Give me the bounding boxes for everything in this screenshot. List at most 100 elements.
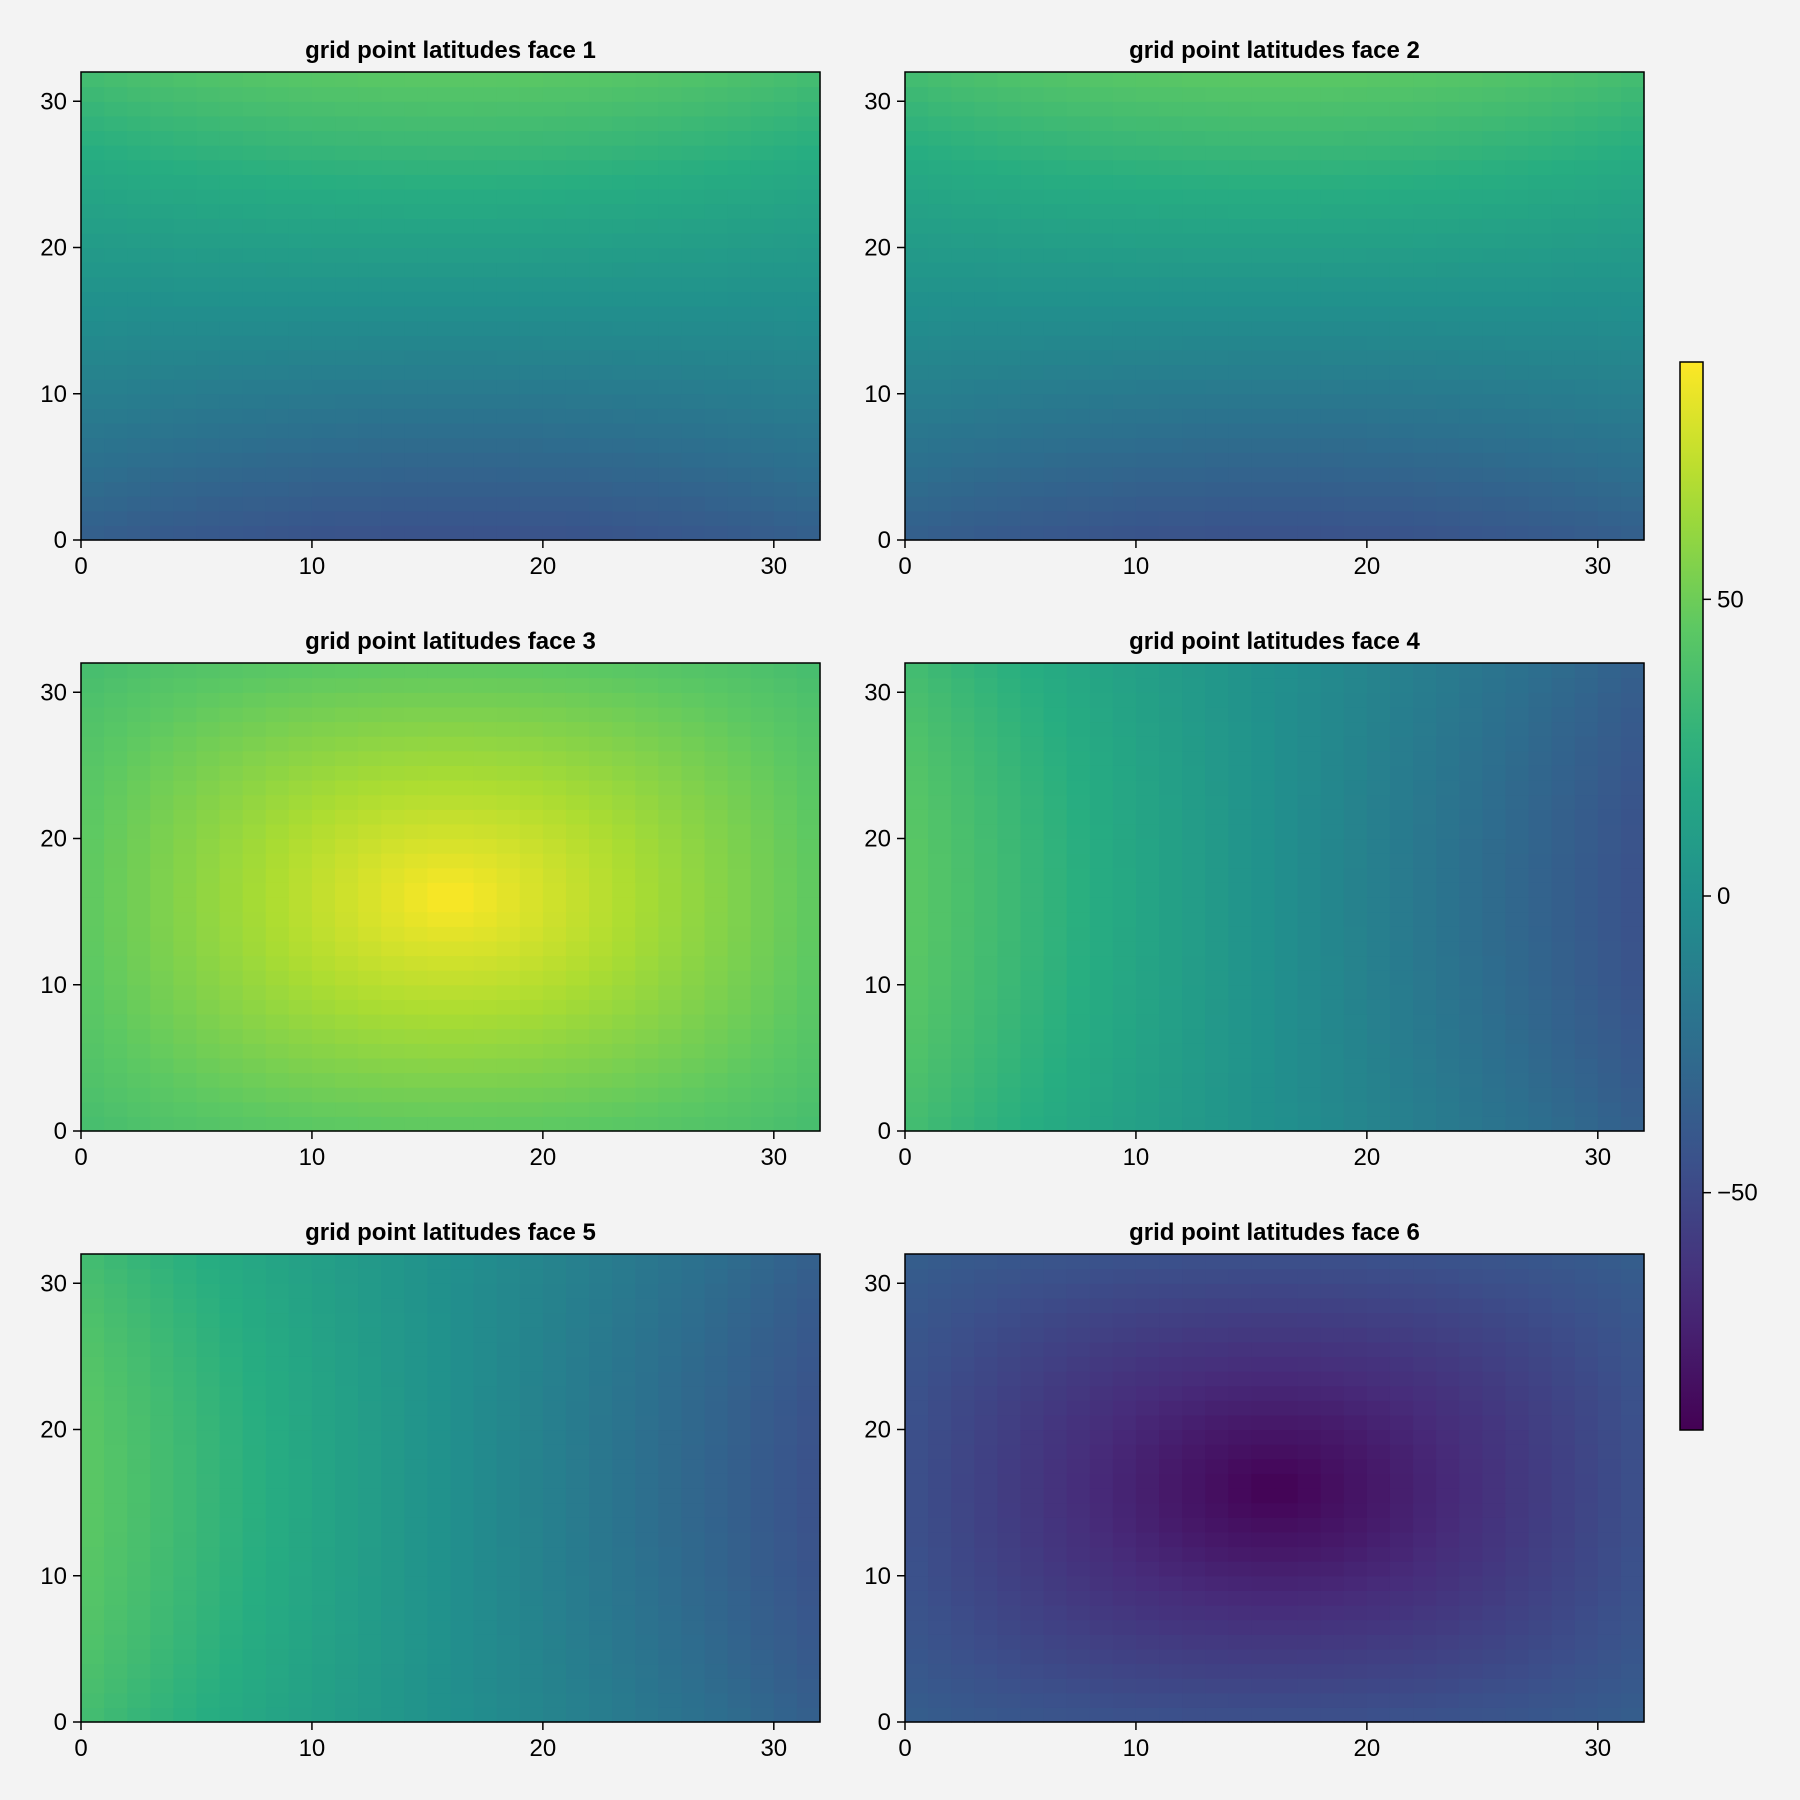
heatmap-cell — [219, 1517, 244, 1533]
axes-frame — [904, 662, 1645, 1132]
heatmap-cell — [974, 882, 998, 898]
heatmap-cell — [589, 349, 613, 366]
heatmap-cell — [1135, 276, 1160, 292]
heatmap-cell — [288, 1087, 313, 1103]
heatmap-cell — [265, 1429, 290, 1445]
heatmap-cell — [1251, 291, 1276, 307]
heatmap-cell — [173, 203, 198, 219]
heatmap-cell — [974, 750, 998, 766]
heatmap-cell — [1020, 721, 1045, 737]
heatmap-cell — [727, 262, 752, 278]
heatmap-cell — [427, 437, 452, 453]
heatmap-cell — [427, 1648, 452, 1665]
heatmap-cell — [81, 1101, 105, 1117]
heatmap-cell — [1043, 130, 1068, 146]
heatmap-cell — [127, 1087, 151, 1103]
heatmap-cell — [635, 882, 659, 898]
heatmap-cell — [1528, 437, 1553, 453]
heatmap-cell — [196, 510, 221, 526]
heatmap-cell — [542, 1473, 567, 1489]
heatmap-cell — [681, 1502, 706, 1518]
heatmap-cell — [1159, 750, 1183, 766]
heatmap-cell — [1482, 1028, 1507, 1044]
heatmap-cell — [519, 1414, 544, 1431]
heatmap-cell — [1528, 809, 1553, 825]
heatmap-cell — [1135, 1043, 1160, 1059]
heatmap-cell — [1459, 306, 1483, 322]
heatmap-cell — [750, 101, 775, 117]
heatmap-cell — [427, 750, 452, 766]
heatmap-cell — [404, 911, 428, 927]
heatmap-cell — [635, 203, 659, 219]
heatmap-cell — [750, 1692, 775, 1708]
heatmap-cell — [358, 525, 382, 541]
heatmap-cell — [219, 203, 244, 219]
heatmap-cell — [173, 496, 198, 512]
heatmap-cell — [335, 335, 359, 351]
heatmap-cell — [1505, 794, 1530, 810]
heatmap-cell — [1505, 1057, 1530, 1074]
heatmap-cell — [473, 692, 498, 708]
heatmap-cell — [1436, 882, 1460, 898]
heatmap-cell — [681, 911, 706, 927]
heatmap-cell — [1043, 692, 1068, 708]
heatmap-cell — [1066, 481, 1091, 497]
heatmap-cell — [773, 1458, 798, 1474]
heatmap-cell — [450, 1371, 475, 1387]
heatmap-cell — [381, 780, 405, 796]
heatmap-cell — [1159, 364, 1183, 380]
heatmap-cell — [1620, 86, 1645, 102]
heatmap-cell — [150, 393, 174, 409]
heatmap-cell — [928, 794, 952, 810]
heatmap-cell — [1551, 101, 1576, 117]
heatmap-cell — [681, 1692, 706, 1708]
heatmap-cell — [1436, 1043, 1460, 1059]
heatmap-cell — [219, 1605, 244, 1621]
heatmap-cell — [974, 706, 998, 723]
heatmap-cell — [265, 1692, 290, 1708]
heatmap-cell — [404, 218, 428, 234]
heatmap-cell — [473, 940, 498, 957]
heatmap-cell — [1436, 926, 1460, 942]
heatmap-cell — [565, 496, 590, 512]
heatmap-cell — [727, 897, 752, 913]
heatmap-cell — [150, 1101, 174, 1117]
heatmap-cell — [1320, 115, 1345, 132]
heatmap-cell — [681, 955, 706, 971]
heatmap-cell — [1436, 823, 1460, 840]
heatmap-cell — [381, 1692, 405, 1708]
heatmap-cell — [1459, 911, 1483, 927]
heatmap-cell — [1020, 203, 1045, 219]
heatmap-cell — [173, 1692, 198, 1708]
heatmap-cell — [1505, 823, 1530, 840]
heatmap-cell — [242, 130, 267, 146]
heatmap-cell — [1366, 999, 1391, 1015]
heatmap-cell — [288, 393, 313, 409]
heatmap-cell — [288, 101, 313, 117]
heatmap-cell — [750, 379, 775, 395]
heatmap-cell — [265, 364, 290, 380]
heatmap-cell — [127, 1371, 151, 1387]
heatmap-cell — [427, 940, 452, 957]
heatmap-cell — [1043, 823, 1068, 840]
heatmap-cell — [1389, 809, 1414, 825]
heatmap-cell — [681, 1590, 706, 1606]
heatmap-cell — [1112, 423, 1137, 439]
heatmap-cell — [542, 72, 567, 88]
heatmap-cell — [1620, 765, 1645, 781]
heatmap-cell — [219, 1473, 244, 1489]
heatmap-cell — [1251, 750, 1276, 766]
heatmap-cell — [1135, 496, 1160, 512]
heatmap-cell — [1205, 481, 1229, 497]
heatmap-cell — [381, 999, 405, 1015]
heatmap-cell — [173, 1619, 198, 1635]
heatmap-cell — [81, 1619, 105, 1635]
heatmap-cell — [750, 663, 775, 679]
heatmap-cell — [773, 1619, 798, 1635]
heatmap-cell — [612, 218, 636, 234]
heatmap-cell — [1297, 867, 1322, 883]
heatmap-cell — [974, 970, 998, 986]
heatmap-cell — [1159, 379, 1183, 395]
heatmap-cell — [1366, 525, 1391, 541]
heatmap-cell — [104, 525, 128, 541]
